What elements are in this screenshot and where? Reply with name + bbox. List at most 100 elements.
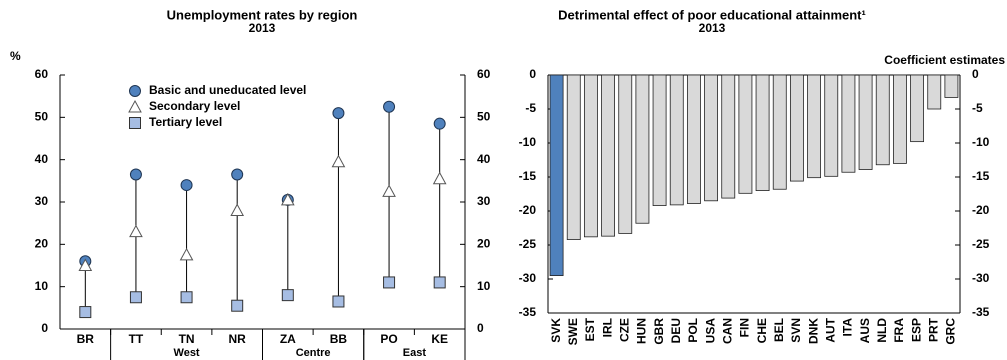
data-point [281, 289, 294, 302]
x-tick-label: BB [330, 332, 348, 346]
x-tick-label: ZA [280, 332, 296, 346]
group-label: East [403, 347, 427, 359]
y-tick-label: -5 [525, 101, 536, 115]
y-tick-label: -35 [519, 305, 537, 319]
y2-tick-label: 50 [477, 110, 491, 124]
y-tick-label: -20 [519, 203, 537, 217]
group-label: West [174, 347, 200, 359]
data-point [179, 247, 194, 261]
y-tick-label: 30 [35, 194, 49, 208]
bar [807, 74, 822, 179]
legend-marker [129, 85, 141, 97]
x-tick-label: AUS [858, 318, 872, 343]
x-tick-label: KE [431, 332, 448, 346]
legend-label: Secondary level [149, 99, 240, 113]
data-point [280, 192, 295, 206]
data-point [129, 224, 143, 238]
y2-tick-label: -15 [972, 169, 990, 183]
chart-subtitle: 2013 [699, 21, 726, 35]
y-tick-label: 10 [35, 279, 49, 293]
bar [618, 74, 633, 234]
y-tick-label: 0 [529, 67, 536, 81]
bar [566, 74, 581, 240]
y2-tick-label: 0 [972, 67, 979, 81]
bar [927, 74, 942, 110]
data-point [79, 306, 92, 319]
x-tick-label: EST [583, 317, 597, 341]
x-tick-label: DEU [669, 318, 683, 343]
x-tick-label: PO [380, 332, 397, 346]
chart-title: Unemployment rates by region [167, 7, 358, 22]
data-point [180, 179, 193, 192]
x-tick-label: POL [686, 318, 700, 343]
bar [601, 74, 616, 237]
y-tick-label: 0 [41, 321, 48, 335]
bar [635, 74, 650, 224]
x-tick-label: CZE [617, 318, 631, 342]
x-tick-label: BR [77, 332, 95, 346]
data-point [433, 276, 446, 289]
y2-tick-label: -10 [972, 135, 990, 149]
x-tick-label: TT [129, 332, 144, 346]
bar [824, 74, 839, 177]
x-tick-label: SWE [566, 318, 580, 345]
x-tick-label: GRC [944, 318, 958, 345]
legend-marker [129, 117, 141, 129]
x-tick-label: CHE [755, 318, 769, 343]
bar [721, 74, 736, 199]
y2-tick-label: -30 [972, 271, 990, 285]
data-point [231, 299, 244, 312]
y2-tick-label: 40 [477, 152, 491, 166]
x-tick-label: PRT [926, 317, 940, 342]
legend-marker [128, 99, 142, 113]
legend-label: Basic and uneducated level [149, 83, 306, 97]
data-point [433, 117, 446, 130]
bar [755, 74, 770, 191]
bar [789, 74, 804, 182]
y2-tick-label: 20 [477, 237, 491, 251]
y-axis-label: % [10, 49, 21, 63]
x-tick-label: NR [229, 332, 247, 346]
data-point [331, 154, 346, 168]
y-tick-label: -15 [519, 169, 537, 183]
data-point [180, 291, 193, 304]
y-tick-label: -10 [519, 135, 537, 149]
x-tick-label: DNK [806, 318, 820, 344]
bar [704, 74, 719, 202]
y2-tick-label: 60 [477, 67, 491, 81]
data-point [129, 291, 142, 304]
group-label: Centre [296, 347, 331, 359]
x-tick-label: BEL [772, 318, 786, 342]
y-tick-label: -25 [519, 237, 537, 251]
x-tick-label: ESP [909, 318, 923, 342]
x-tick-label: USA [703, 318, 717, 344]
data-point [383, 100, 396, 113]
y-tick-label: -30 [519, 271, 537, 285]
y2-tick-label: 30 [477, 194, 491, 208]
y-tick-label: 40 [35, 152, 49, 166]
y2-tick-label: 10 [477, 279, 491, 293]
bar [772, 74, 787, 190]
chart-subtitle: 2013 [249, 21, 276, 35]
bar [652, 74, 667, 206]
bar [686, 74, 701, 204]
x-tick-label: AUT [823, 317, 837, 342]
bar [858, 74, 873, 170]
bar [583, 74, 598, 238]
chart-title: Detrimental effect of poor educational a… [558, 7, 866, 22]
data-point [332, 107, 345, 120]
bar [944, 74, 959, 98]
bar [669, 74, 684, 206]
y2-tick-label: -35 [972, 305, 990, 319]
x-tick-label: ITA [841, 318, 855, 337]
y2-tick-label: -25 [972, 237, 990, 251]
data-point [78, 258, 93, 271]
y-axis-label: Coefficient estimates [884, 53, 1005, 67]
x-tick-label: FRA [892, 318, 906, 343]
x-tick-label: FIN [738, 318, 752, 337]
data-point [383, 276, 396, 289]
y2-tick-label: -20 [972, 203, 990, 217]
x-tick-label: SVK [549, 318, 563, 343]
bar [841, 74, 856, 173]
